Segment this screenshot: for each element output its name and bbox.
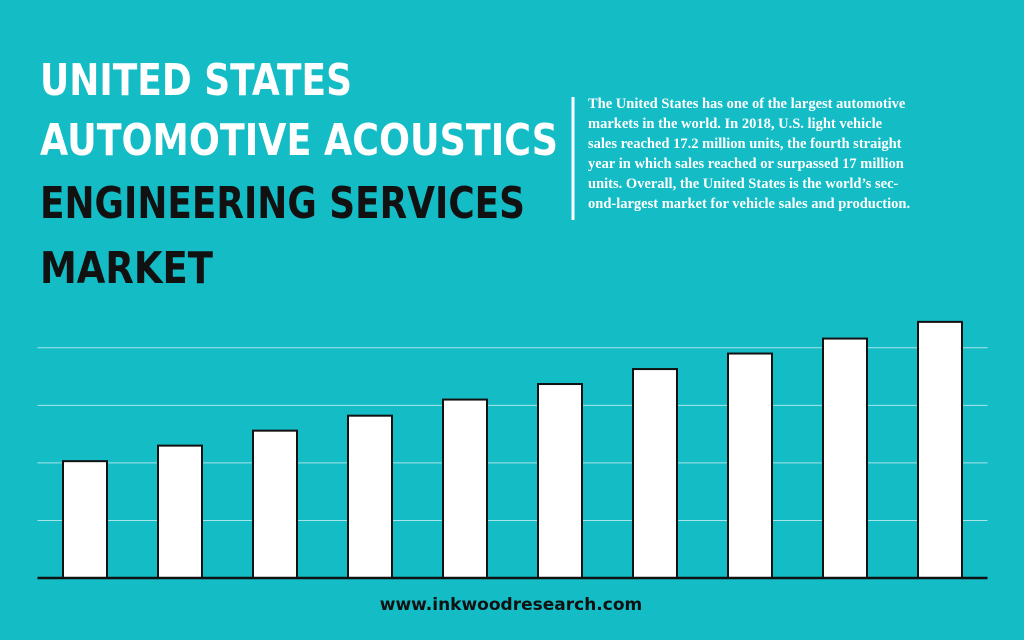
bar xyxy=(727,352,773,579)
bar xyxy=(62,460,108,580)
description-line: sales reached 17.2 million units, the fo… xyxy=(588,136,902,152)
bar xyxy=(632,368,678,579)
bar xyxy=(537,383,583,579)
bar xyxy=(822,337,868,579)
bar xyxy=(442,398,488,580)
bar xyxy=(347,414,393,579)
bar xyxy=(252,429,298,579)
url: www.inkwoodresearch.com xyxy=(380,595,642,615)
description-line: year in which sales reached or surpassed… xyxy=(588,156,904,172)
description-line: units. Overall, the United States is the… xyxy=(588,176,899,192)
title-line: AUTOMOTIVE ACOUSTICS xyxy=(40,115,558,166)
title-line: ENGINEERING SERVICES xyxy=(40,178,525,229)
description-line: ond-largest market for vehicle sales and… xyxy=(588,196,910,212)
description-line: The United States has one of the largest… xyxy=(588,96,906,112)
title-line: UNITED STATES xyxy=(40,55,352,106)
title-line: MARKET xyxy=(40,243,213,294)
bar xyxy=(917,320,963,579)
description-line: markets in the world. In 2018, U.S. ligh… xyxy=(588,116,883,132)
bar xyxy=(157,444,203,579)
